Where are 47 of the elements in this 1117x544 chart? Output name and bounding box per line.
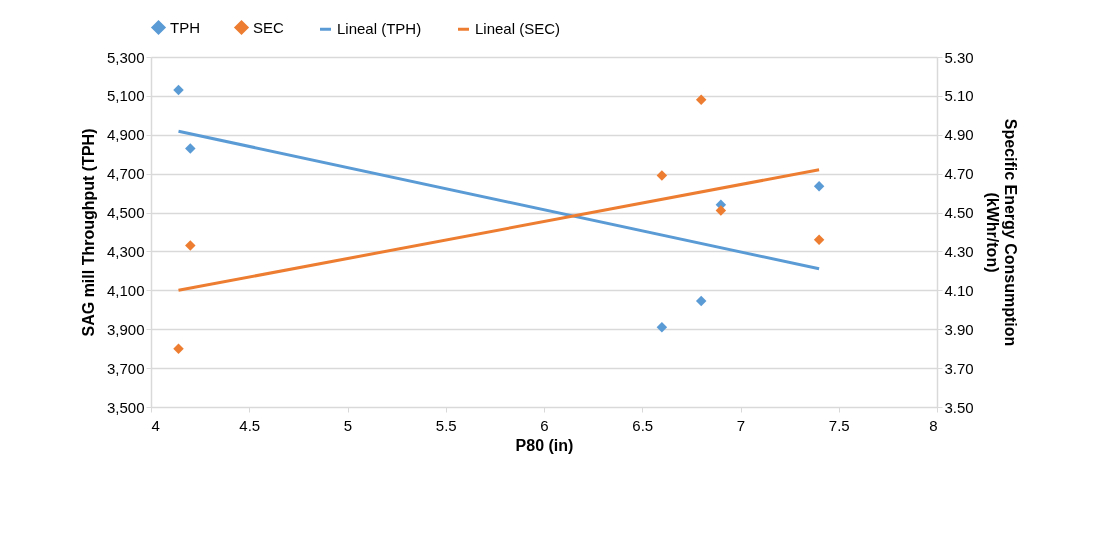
point <box>185 143 196 154</box>
x-tick-label: 4 <box>151 416 160 434</box>
y-axis-title: SAG mill Throughput (TPH) <box>79 128 97 337</box>
point <box>695 295 707 307</box>
point <box>715 205 727 216</box>
y2-tick-label: 3.50 <box>944 398 974 416</box>
x-tick-label: 4.5 <box>239 416 261 434</box>
x-tick-label: 7.5 <box>828 416 850 434</box>
point <box>173 343 184 354</box>
x-tick-label: 7 <box>736 416 746 434</box>
y-tick-label: 4,700 <box>106 165 145 183</box>
y2-tick-label: 4.70 <box>944 165 974 183</box>
y-tick-label: 3,500 <box>106 398 145 416</box>
legend-label: Lineal (TPH) <box>337 20 422 38</box>
point <box>173 84 184 96</box>
point <box>813 181 825 192</box>
y-tick-label: 3,900 <box>106 320 145 338</box>
x-axis-title: P80 (in) <box>515 436 574 454</box>
legend-label: TPH <box>170 18 200 36</box>
point <box>656 170 668 181</box>
point <box>185 240 196 251</box>
y2-tick-label: 3.70 <box>944 359 974 377</box>
legend-label: SEC <box>253 18 285 36</box>
x-tick-label: 6 <box>540 416 549 434</box>
y-tick-label: 4,300 <box>106 242 145 260</box>
y2-tick-label: 4.90 <box>944 126 974 144</box>
x-tick-label: 6.5 <box>632 416 654 434</box>
y2-tick-label: 4.30 <box>944 242 974 260</box>
y2-tick-label: 5.10 <box>944 87 974 105</box>
x-tick-label: 8 <box>929 416 938 434</box>
y-tick-label: 3,700 <box>106 359 145 377</box>
y-tick-label: 5,300 <box>106 48 145 66</box>
y2-tick-label: 3.90 <box>944 320 974 338</box>
y-tick-label: 4,500 <box>106 204 145 222</box>
y-tick-label: 4,900 <box>106 126 145 144</box>
y2-tick-label: 4.10 <box>944 281 974 299</box>
y2-tick-label: 4.50 <box>944 204 974 222</box>
point <box>813 234 825 246</box>
x-tick-label: 5 <box>343 416 353 434</box>
point <box>695 94 707 106</box>
x-tick-label: 5.5 <box>435 416 457 434</box>
point <box>656 322 668 333</box>
legend-label: Lineal (SEC) <box>475 20 561 38</box>
y-tick-label: 5,100 <box>106 87 145 105</box>
y-tick-label: 4,100 <box>106 281 145 299</box>
y2-tick-label: 5.30 <box>944 48 974 66</box>
y2-axis-title: Specific Energy Consumption (kWhr/ton) <box>983 118 1019 347</box>
